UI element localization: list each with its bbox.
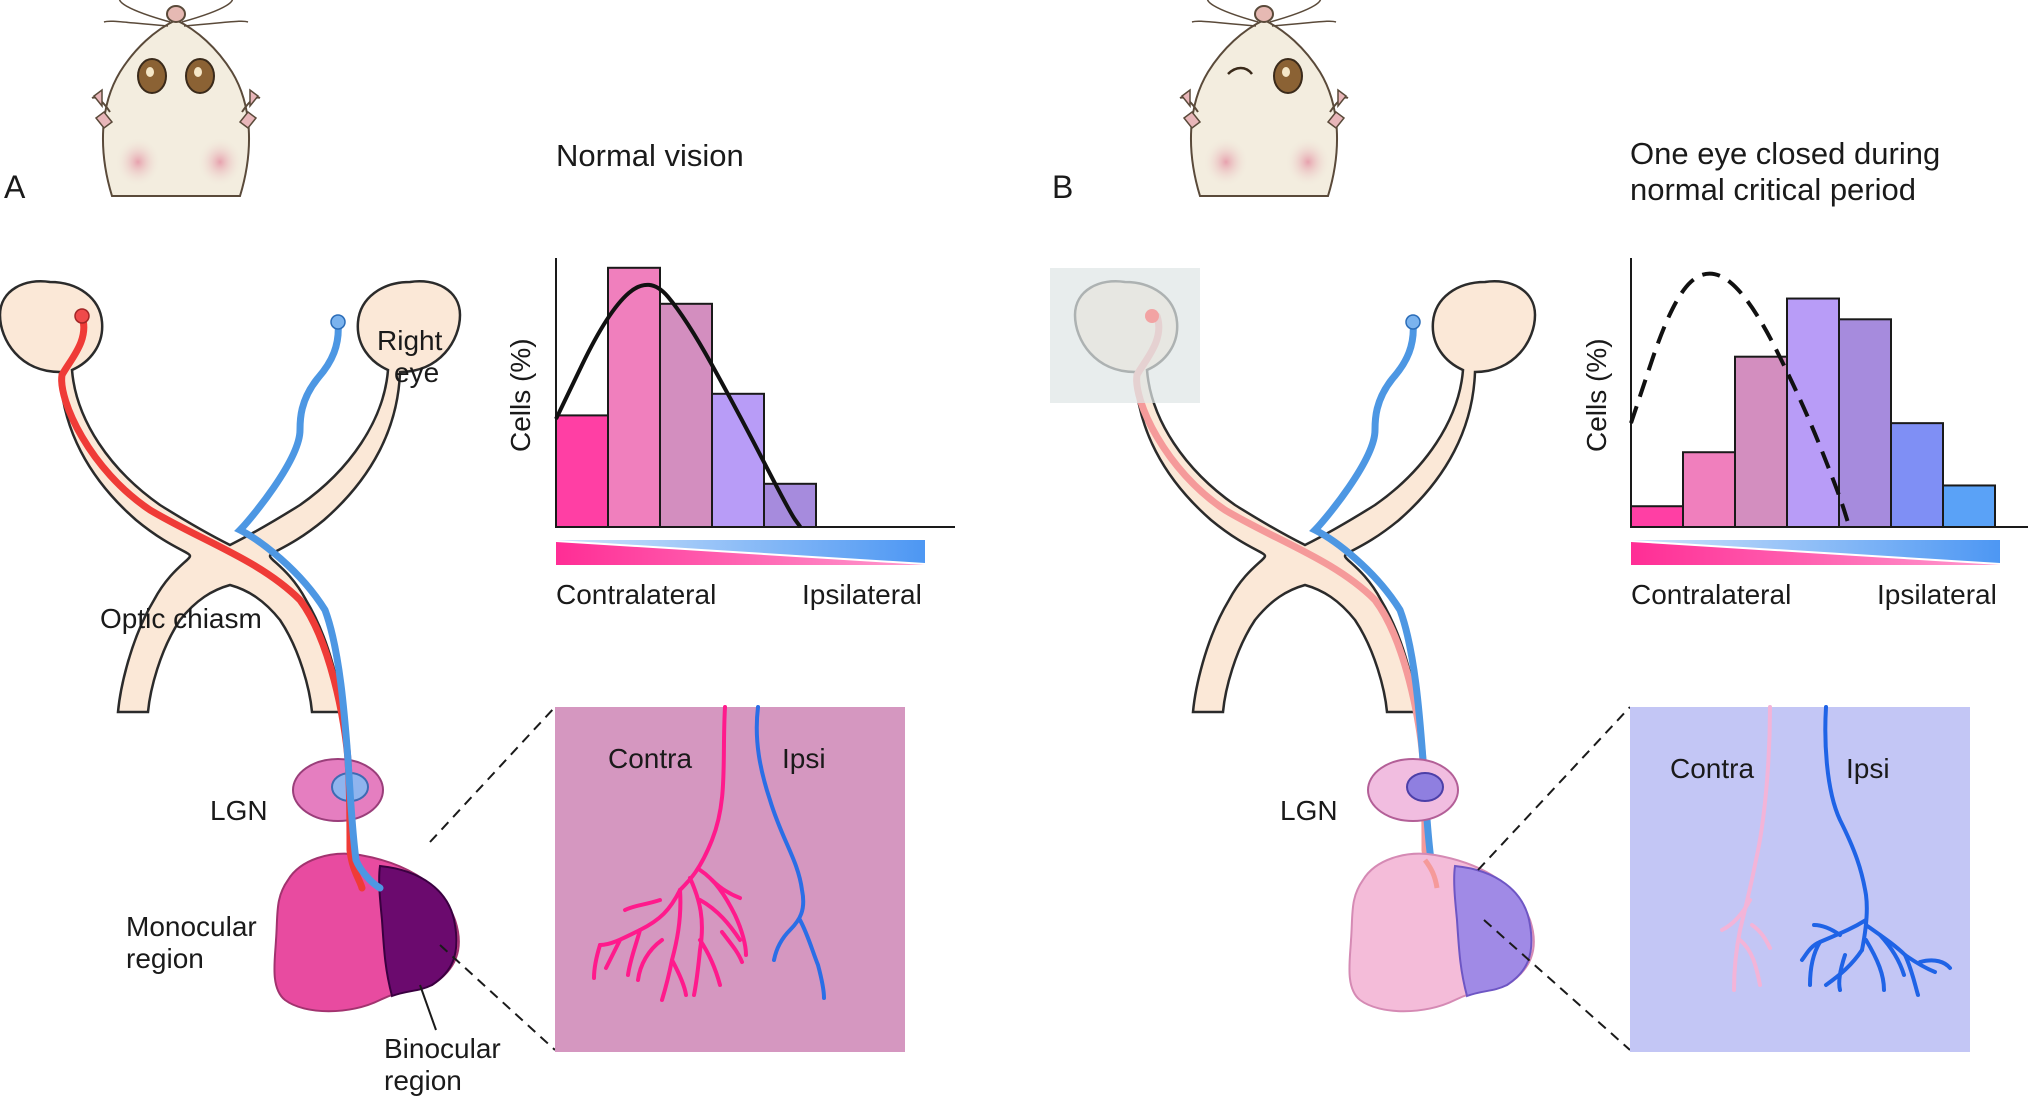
ipsi-retina-dot-a [330,314,346,330]
contra-retina-dot-a [74,308,90,324]
chart-b-ylabel: Cells (%) [1581,338,1612,452]
inset-zoom-line-bottom-a [439,944,556,1051]
monocular-label-line2: region [126,943,204,974]
chart-b-bar-6 [1890,422,1944,528]
contra-retina-dot-b [1145,309,1159,323]
ipsi-axon-b [1309,318,1459,892]
inset-a: Contra Ipsi [555,705,905,1052]
chart-b-bar-5 [1838,318,1892,528]
chart-b: Cells (%) Contralateral Ipsilateral [1581,258,2028,610]
chart-b-xlabel-right: Ipsilateral [1877,579,1997,610]
chart-b-bar-4 [1786,297,1840,528]
binocular-region-b [1453,864,1533,998]
panel-a-title: Normal vision [556,138,744,173]
right-eye-label-line2: eye [394,357,439,388]
chart-a-curve [554,282,803,529]
inset-a-ipsi-label: Ipsi [782,743,826,774]
chart-b-ipsi-wedge [1631,540,2000,563]
chart-b-curve [1629,271,1852,528]
inset-b: Contra Ipsi [1630,705,1970,1052]
inset-a-ipsi-axon [754,705,826,1000]
ipsi-axon-a [234,318,384,892]
chart-b-gradient-legend [1631,540,2000,565]
inset-zoom-line-bottom-b [1483,919,1631,1051]
panel-b-title-line2: normal critical period [1630,172,1916,207]
chart-b-bar-7 [1942,484,1996,529]
inset-b-contra-label: Contra [1670,753,1754,784]
mouse-illustration-b [1179,0,1349,197]
chart-b-bar-3 [1734,355,1788,529]
chart-a-ylabel: Cells (%) [505,338,536,452]
right-eye-label-line1: Right [377,325,443,356]
chart-a-bar-1 [555,414,609,528]
chart-b-bars [1630,297,1996,529]
inset-b-ipsi-axon [1800,705,1952,997]
chart-b-bar-2 [1682,451,1736,529]
binocular-label-line1: Binocular [384,1033,501,1064]
chart-a: Cells (%) Contralateral Ipsilateral [505,258,955,610]
binocular-label-line2: region [384,1065,462,1096]
panel-letter-b: B [1052,169,1073,205]
inset-zoom-line-top-a [429,706,556,843]
closed-eye-overlay [1050,268,1200,403]
chart-b-bar-1 [1630,505,1684,529]
optic-chiasm-label: Optic chiasm [100,603,262,634]
binocular-region-a [378,864,458,998]
panel-b: B One eye closed during normal critical … [1050,0,2028,1052]
chart-b-xlabel-left: Contralateral [1631,579,1791,610]
panel-a: A Normal vision Right eye Optic chiasm L… [0,0,955,1096]
optic-pathway-a [0,280,462,714]
inset-b-background [1630,707,1970,1052]
chart-a-ipsi-wedge [556,540,925,563]
inset-a-contra-axon [592,705,748,1002]
inset-b-contra-axon [1720,705,1772,992]
monocular-label-line1: Monocular [126,911,257,942]
visual-cortex-a [273,852,460,1013]
chart-a-xlabel-left: Contralateral [556,579,716,610]
inset-b-ipsi-label: Ipsi [1846,753,1890,784]
chart-a-contra-wedge [556,542,925,565]
chart-a-xlabel-right: Ipsilateral [802,579,922,610]
chart-a-gradient-legend [556,540,925,565]
panel-b-title-line1: One eye closed during [1630,136,1940,171]
chart-a-bar-3 [659,302,713,528]
inset-a-background [555,707,905,1052]
chart-b-contra-wedge [1631,542,2000,565]
binocular-pointer [419,984,437,1031]
mouse-illustration-a [91,0,261,197]
lgn-ipsi-layer-b [1406,772,1444,802]
chart-a-bar-5 [763,482,817,528]
lgn-label-b: LGN [1280,795,1338,826]
panel-letter-a: A [4,169,26,205]
closed-eye-icon [1227,66,1253,75]
chart-a-bar-2 [607,266,661,528]
ipsi-retina-dot-b [1405,314,1421,330]
inset-a-contra-label: Contra [608,743,692,774]
inset-zoom-line-top-b [1477,706,1631,871]
lgn-label-a: LGN [210,795,268,826]
visual-cortex-b [1348,852,1535,1013]
